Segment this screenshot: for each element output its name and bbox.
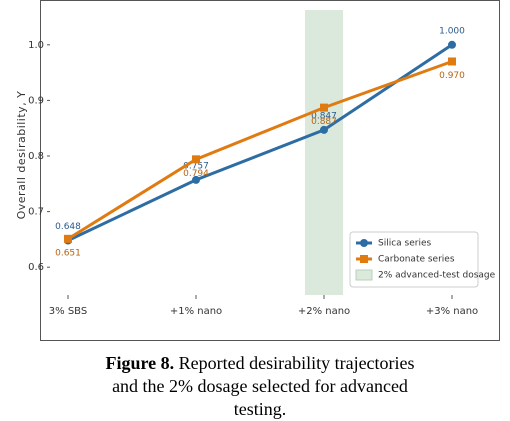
marker xyxy=(64,234,72,243)
y-tick-label: 0.9 xyxy=(28,95,44,106)
value-label: 1.000 xyxy=(439,26,465,36)
marker xyxy=(192,175,200,184)
marker xyxy=(448,40,456,49)
marker xyxy=(320,103,328,112)
value-label: 0.847 xyxy=(311,111,337,121)
value-label: 0.648 xyxy=(55,222,81,232)
highlight-band xyxy=(305,10,343,295)
caption-label: Figure 8. xyxy=(105,353,175,373)
legend-label: Carbonate series xyxy=(378,255,455,265)
value-label: 0.887 xyxy=(311,117,337,127)
legend-marker xyxy=(360,255,368,263)
figure-frame xyxy=(40,0,500,341)
y-axis-label: Overall desirability, Y xyxy=(15,91,28,220)
legend-box xyxy=(349,231,479,288)
legend-patch xyxy=(355,269,373,281)
chart: Overall desirability, Y 0.6 0.7 0.8 0.9 1.0 3… xyxy=(15,0,500,341)
x-tick-label: +1% nano xyxy=(170,306,222,317)
legend-label: 2% advanced-test dosage xyxy=(378,271,496,281)
legend-label: Silica series xyxy=(378,239,432,249)
x-tick-label: 3% SBS xyxy=(49,306,87,317)
x-tick-label: +3% nano xyxy=(426,306,478,317)
value-label: 0.757 xyxy=(183,161,209,171)
value-label: 0.794 xyxy=(183,169,209,179)
legend-marker xyxy=(360,239,368,247)
y-tick-label: 1.0 xyxy=(28,40,44,51)
x-tick-label: +2% nano xyxy=(298,306,350,317)
y-tick-label: 0.6 xyxy=(28,262,44,273)
y-tick-label: 0.7 xyxy=(28,207,44,218)
series-line xyxy=(67,60,453,241)
caption-text: Reported desirability trajectories and t… xyxy=(112,353,415,419)
caption: Figure 8. Reported desirability trajecto… xyxy=(95,352,425,421)
marker xyxy=(448,57,456,66)
marker xyxy=(320,125,328,134)
y-tick-label: 0.8 xyxy=(28,151,44,162)
marker xyxy=(192,155,200,164)
series-line xyxy=(67,43,453,242)
value-label: 0.970 xyxy=(439,71,465,81)
value-label: 0.651 xyxy=(55,248,81,258)
